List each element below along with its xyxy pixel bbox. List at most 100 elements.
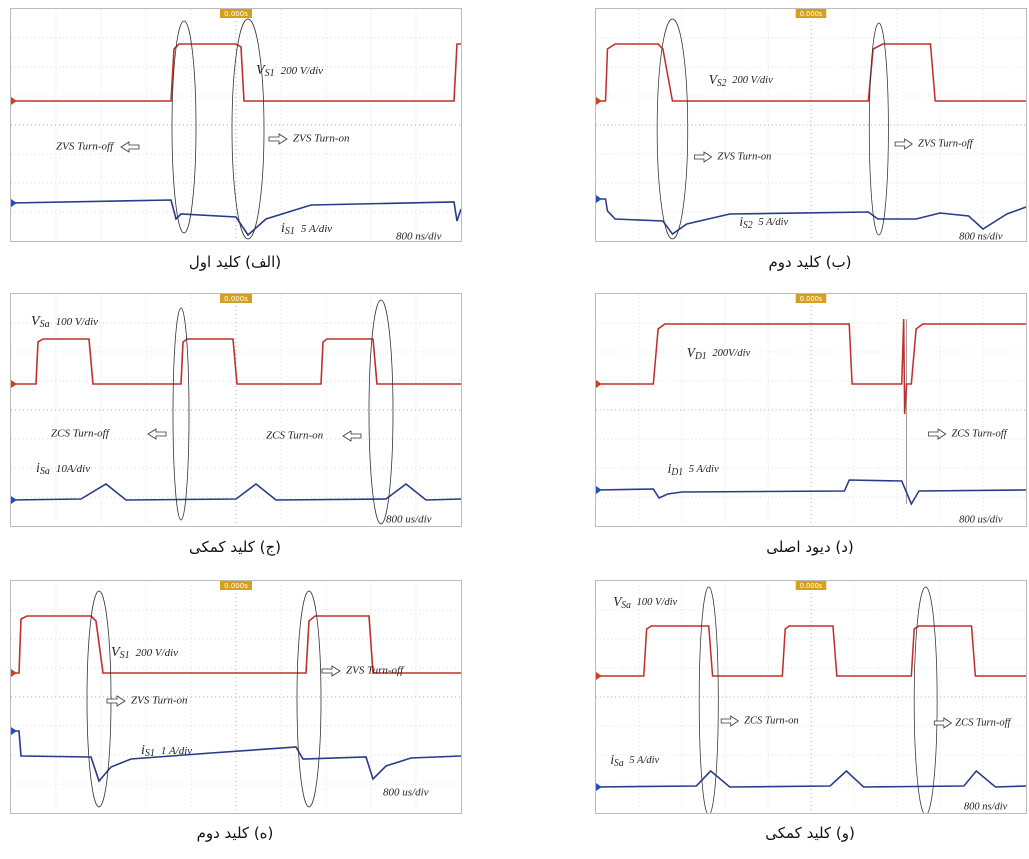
scale: 5 A/div (301, 223, 332, 235)
annotation: ZCS Turn-on (744, 714, 799, 726)
subscript: S2 (743, 220, 753, 231)
annotation: ZVS Turn-off (56, 141, 115, 153)
arrow (694, 152, 711, 162)
ch1-marker (596, 783, 602, 791)
scale: 5 A/div (629, 754, 659, 766)
current-label: iSa10A/div (36, 461, 90, 477)
arrow (895, 139, 912, 149)
scale: 100 V/div (637, 596, 678, 608)
ch1-marker (596, 486, 602, 494)
voltage-trace (11, 339, 461, 384)
current-trace (596, 480, 1026, 504)
voltage-label: VS1200 V/div (256, 63, 323, 79)
annotation: ZCS Turn-off (51, 428, 111, 440)
trigger-time: 0.000s (800, 10, 823, 18)
scale: 5 A/div (689, 463, 719, 475)
voltage-trace (596, 44, 1026, 101)
scale: 1 A/div (161, 745, 192, 757)
current-trace (596, 199, 1026, 234)
caption: (الف) کلید اول (10, 253, 460, 271)
highlight-ellipse (369, 300, 393, 524)
page: {"panels": [ {"caption": "(الف) کلید اول… (0, 0, 1029, 859)
trigger-time: 0.000s (224, 10, 248, 18)
scope-panel: 0.000sVSa100 V/diviSa10A/div800 us/divZC… (10, 293, 462, 527)
ch2-marker (11, 669, 17, 677)
scale: 5 A/div (758, 216, 788, 228)
ch1-marker (11, 199, 17, 207)
timebase: 800 us/div (386, 514, 432, 526)
scale: 100 V/div (56, 316, 99, 328)
trigger-time: 0.000s (800, 295, 823, 303)
ch2-marker (596, 672, 602, 680)
subscript: S1 (285, 226, 295, 237)
caption: (ب) کلید دوم (585, 253, 1029, 271)
highlight-ellipse (914, 587, 937, 813)
ch1-marker (11, 496, 17, 504)
subscript: S1 (265, 68, 275, 79)
scale: 200V/div (712, 347, 750, 359)
subscript: S1 (145, 748, 155, 759)
caption: (د) دیود اصلی (585, 538, 1029, 556)
arrow (721, 716, 738, 726)
voltage-trace (11, 44, 461, 101)
annotation: ZVS Turn-on (717, 150, 771, 162)
arrow (148, 429, 166, 439)
highlight-ellipse (657, 19, 688, 239)
subscript: Sa (621, 600, 631, 611)
highlight-ellipse (232, 19, 264, 239)
annotation: ZVS Turn-off (918, 137, 975, 149)
highlight-ellipse (173, 308, 189, 520)
timebase: 800 us/div (959, 513, 1003, 525)
trigger-time: 0.000s (224, 582, 248, 590)
ch2-marker (596, 380, 602, 388)
timebase: 800 us/div (383, 787, 429, 799)
scale: 10A/div (56, 463, 90, 475)
subscript: Sa (614, 758, 624, 769)
annotation: ZCS Turn-off (955, 716, 1012, 728)
annotation: ZVS Turn-on (293, 133, 350, 145)
caption: (و) کلید کمکی (585, 824, 1029, 842)
highlight-ellipse (699, 587, 718, 813)
arrow (269, 134, 287, 144)
scale: 200 V/div (281, 65, 324, 77)
scale: 200 V/div (732, 74, 773, 86)
timebase: 800 ns/div (959, 230, 1003, 241)
arrow (929, 429, 946, 439)
ch1-marker (596, 195, 602, 203)
trigger-time: 0.000s (224, 295, 248, 303)
subscript: Sa (40, 466, 50, 477)
oscilloscope: 0.000sVSa100 V/diviSa5 A/div800 ns/divZC… (596, 581, 1026, 813)
oscilloscope: 0.000sVS1200 V/diviS15 A/div800 ns/divZV… (11, 9, 461, 241)
arrow (121, 142, 139, 152)
ch2-marker (596, 97, 602, 105)
annotation: ZCS Turn-off (951, 427, 1008, 439)
ch1-marker (11, 727, 17, 735)
subscript: D1 (670, 467, 683, 478)
timebase: 800 ns/div (964, 800, 1008, 812)
scale: 200 V/div (136, 647, 179, 659)
subscript: S1 (120, 650, 130, 661)
annotation: ZCS Turn-on (266, 430, 324, 442)
scope-panel: 0.000sVS1200 V/diviS11 A/div800 us/divZV… (10, 580, 462, 814)
ch2-marker (11, 97, 17, 105)
highlight-ellipse (869, 23, 888, 235)
timebase: 800 ns/div (396, 231, 442, 241)
caption: (ه) کلید دوم (10, 824, 460, 842)
subscript: S2 (717, 78, 727, 89)
